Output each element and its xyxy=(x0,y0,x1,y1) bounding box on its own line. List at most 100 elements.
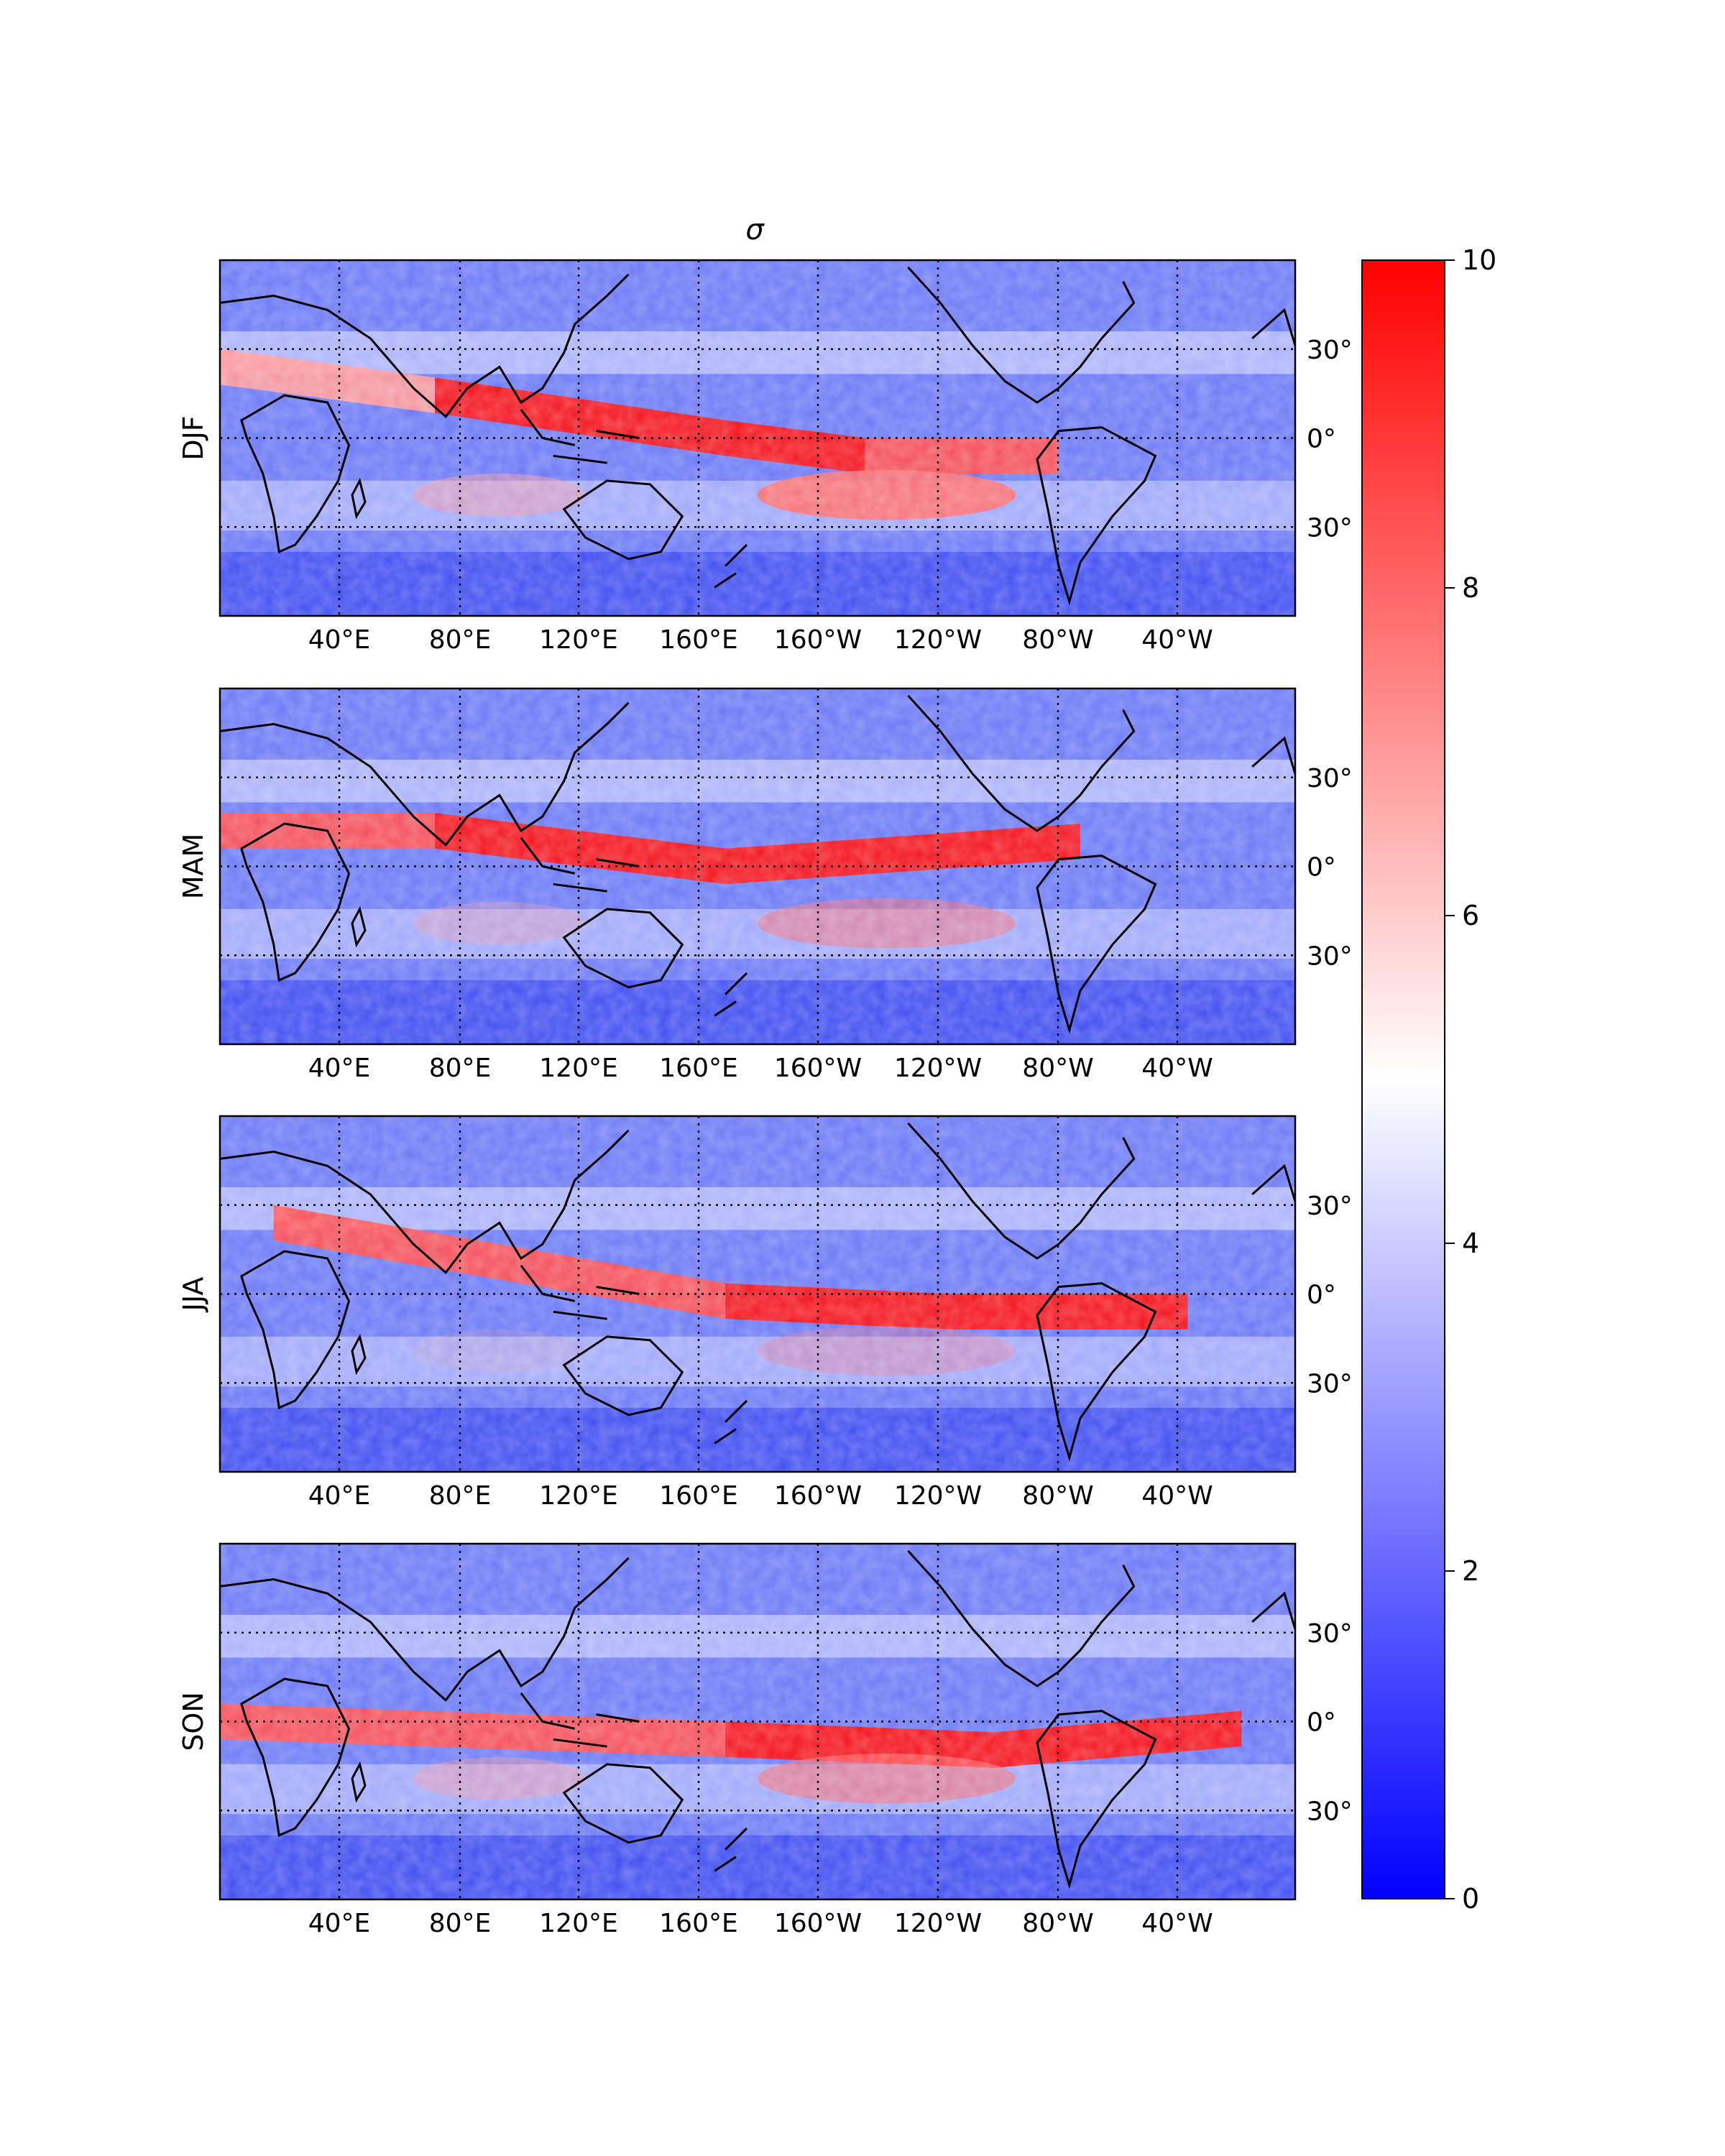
season-label: SON xyxy=(178,1692,209,1751)
lat-tick-label: 30° xyxy=(1307,513,1353,543)
coastline xyxy=(562,1763,684,1844)
coastline xyxy=(351,1761,367,1803)
lat-tick-label: 30° xyxy=(1307,1797,1353,1826)
lon-tick-label: 120°W xyxy=(894,1481,982,1511)
lon-tick-label: 40°W xyxy=(1141,1481,1213,1511)
panel-frame xyxy=(218,1115,1297,1473)
coastline xyxy=(1036,426,1157,606)
coastline xyxy=(1251,308,1297,346)
lon-tick-label: 160°E xyxy=(659,1481,737,1511)
coastline xyxy=(351,906,367,948)
lat-tick-label: 30° xyxy=(1307,336,1353,365)
map-panel-jja: JJA 40°E 80°E 120°E 160°E 160°W 120°W 80°W 40°W 3… xyxy=(178,1115,1353,1511)
lon-tick-label: 120°W xyxy=(894,1054,982,1083)
coastline xyxy=(714,1399,748,1445)
season-label: DJF xyxy=(178,415,209,460)
coastline xyxy=(240,394,351,554)
coastline xyxy=(219,1129,630,1274)
panel-frame xyxy=(218,687,1297,1046)
panel-frame xyxy=(218,259,1297,617)
coastline xyxy=(907,694,1136,832)
coastline xyxy=(1251,1164,1297,1202)
coastline xyxy=(562,479,684,561)
lon-tick-label: 80°W xyxy=(1022,1054,1093,1083)
coastline xyxy=(219,273,630,418)
lon-tick-label: 40°W xyxy=(1141,1909,1213,1938)
coastline xyxy=(520,1264,640,1320)
lon-tick-label: 120°W xyxy=(894,625,982,655)
coastline xyxy=(240,1250,351,1410)
lon-tick-label: 120°E xyxy=(539,1054,617,1083)
coastline xyxy=(240,1677,351,1838)
colorbar-gradient xyxy=(1361,259,1445,1899)
lon-tick-label: 80°E xyxy=(429,1481,492,1511)
lon-tick-label: 40°W xyxy=(1141,625,1213,655)
season-label: JJA xyxy=(178,1277,209,1313)
coastline xyxy=(219,701,630,847)
lon-tick-label: 80°E xyxy=(429,1054,492,1083)
coastline xyxy=(1251,736,1297,775)
lon-tick-label: 80°W xyxy=(1022,1481,1093,1511)
coastline xyxy=(714,543,748,589)
lon-tick-label: 120°E xyxy=(539,1909,617,1938)
coastline xyxy=(240,822,351,982)
lon-tick-label: 40°E xyxy=(308,1054,371,1083)
coastline xyxy=(1251,1591,1297,1630)
colorbar-tick-label: 2 xyxy=(1462,1555,1479,1587)
field-texture xyxy=(220,1544,1295,1899)
colorbar-tick-label: 6 xyxy=(1462,900,1479,931)
lon-tick-label: 40°E xyxy=(308,625,371,655)
lat-tick-label: 30° xyxy=(1307,764,1353,793)
figure-title: σ xyxy=(745,213,765,247)
coastline xyxy=(714,1827,748,1872)
lon-tick-label: 40°W xyxy=(1141,1054,1213,1083)
lon-tick-label: 40°E xyxy=(308,1909,371,1938)
colorbar: 0 2 4 6 8 10 xyxy=(1361,244,1496,1915)
coastline xyxy=(562,1335,684,1416)
lon-tick-label: 40°E xyxy=(308,1481,371,1511)
lon-tick-label: 80°E xyxy=(429,1909,492,1938)
lon-tick-label: 160°E xyxy=(659,625,737,655)
lon-tick-label: 80°W xyxy=(1022,625,1093,655)
coastline xyxy=(520,408,640,464)
lon-tick-label: 160°W xyxy=(774,1054,862,1083)
coastline xyxy=(219,1557,630,1702)
lon-tick-label: 120°E xyxy=(539,1481,617,1511)
lon-tick-label: 160°W xyxy=(774,1909,862,1938)
coastline xyxy=(714,972,748,1017)
coastline xyxy=(1036,854,1157,1034)
colorbar-tick-label: 4 xyxy=(1462,1227,1479,1259)
lon-tick-label: 160°W xyxy=(774,625,862,655)
coastline xyxy=(1036,1282,1157,1462)
field-texture xyxy=(220,688,1295,1044)
coastline xyxy=(907,1122,1136,1260)
lat-tick-label: 0° xyxy=(1307,1281,1336,1310)
field-texture xyxy=(220,260,1295,616)
lon-tick-label: 80°W xyxy=(1022,1909,1093,1938)
coastline xyxy=(351,1333,367,1376)
lat-tick-label: 30° xyxy=(1307,1369,1353,1399)
map-panel-djf: DJF 40°E 80°E 120°E 160°E 160°W 120°W 80°W 40°W 3… xyxy=(178,259,1353,655)
coastline xyxy=(562,908,684,989)
panel-frame xyxy=(218,1542,1297,1901)
lon-tick-label: 80°E xyxy=(429,625,492,655)
lat-tick-label: 30° xyxy=(1307,1192,1353,1221)
lon-tick-label: 120°E xyxy=(539,625,617,655)
coastline xyxy=(520,837,640,893)
lat-tick-label: 30° xyxy=(1307,941,1353,971)
map-panel-son: SON 40°E 80°E 120°E 160°E 160°W 120°W 80°W 40°W 3… xyxy=(178,1542,1353,1938)
colorbar-tick-label: 10 xyxy=(1462,244,1496,276)
lat-tick-label: 0° xyxy=(1307,1708,1336,1738)
lon-tick-label: 160°E xyxy=(659,1909,737,1938)
map-panel-mam: MAM 40°E 80°E 120°E 160°E 160°W 120°W 80°W 40°W 3… xyxy=(178,687,1353,1083)
lat-tick-label: 0° xyxy=(1307,425,1336,454)
lat-tick-label: 30° xyxy=(1307,1619,1353,1649)
coastline xyxy=(351,477,367,520)
colorbar-tick-label: 8 xyxy=(1462,572,1479,604)
coastline xyxy=(907,266,1136,404)
coastline xyxy=(907,1549,1136,1687)
lon-tick-label: 160°W xyxy=(774,1481,862,1511)
colorbar-tick-label: 0 xyxy=(1462,1883,1479,1915)
lon-tick-label: 160°E xyxy=(659,1054,737,1083)
